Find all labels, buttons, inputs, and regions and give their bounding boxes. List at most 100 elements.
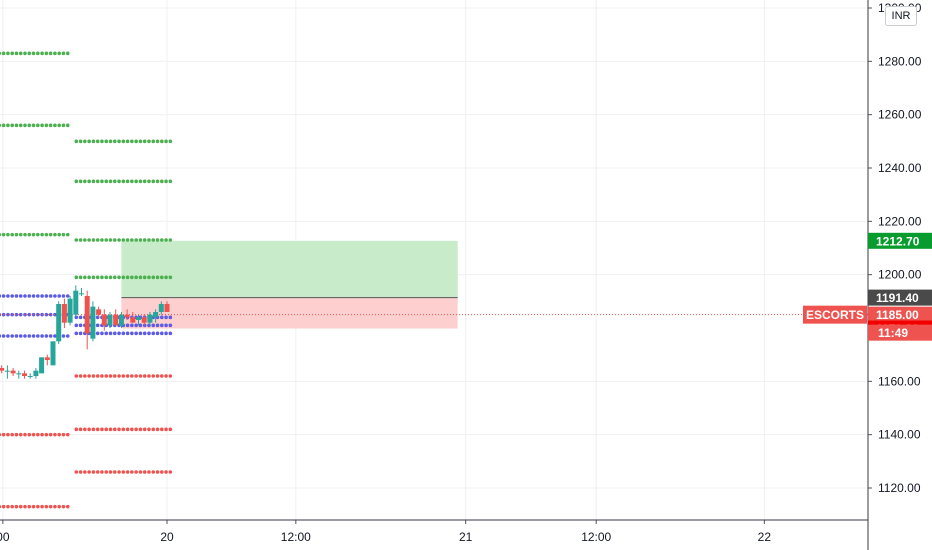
pivot-dot: [108, 427, 113, 432]
currency-button[interactable]: INR: [885, 6, 917, 26]
candle[interactable]: [96, 309, 102, 315]
pivot-dot: [18, 432, 23, 437]
candle[interactable]: [16, 373, 22, 375]
pivot-dot: [125, 470, 130, 474]
pivot-dot: [138, 179, 143, 184]
pivot-dot: [164, 275, 168, 280]
candle[interactable]: [4, 370, 10, 372]
pivot-dot: [48, 312, 53, 317]
pivot-dot: [0, 123, 2, 128]
candle[interactable]: [118, 314, 124, 326]
candle[interactable]: [84, 296, 90, 334]
candle[interactable]: [67, 298, 73, 323]
candle[interactable]: [22, 373, 27, 376]
pivot-dot: [18, 51, 23, 56]
pivot-dot: [74, 323, 79, 328]
pivot-dot: [78, 179, 83, 184]
y-tick-label: 1260.00: [878, 108, 922, 122]
candle[interactable]: [56, 304, 62, 342]
pivot-dot: [147, 331, 151, 336]
candle[interactable]: [90, 306, 96, 339]
pivot-dot: [14, 51, 19, 56]
pivot-dot: [10, 51, 14, 56]
symbol-tag: [803, 305, 867, 324]
stop-zone[interactable]: [121, 297, 458, 329]
pivot-dot: [95, 323, 100, 328]
candle[interactable]: [44, 357, 50, 360]
pivot-dot: [23, 51, 27, 56]
candle[interactable]: [164, 304, 170, 312]
candle[interactable]: [107, 314, 113, 326]
pivot-dot: [61, 334, 66, 338]
pivot-dot: [27, 432, 32, 437]
pivot-dot: [40, 432, 44, 437]
pivot-dot: [53, 504, 57, 509]
pivot-dot: [117, 238, 121, 242]
pivot-dot: [87, 179, 91, 184]
pivot-dot: [78, 374, 83, 378]
candle[interactable]: [79, 293, 84, 295]
pivot-dot: [147, 374, 151, 378]
pivot-dot: [100, 331, 104, 336]
pivot-dot: [87, 427, 91, 432]
pivot-dot: [14, 312, 19, 317]
pivot-dot: [164, 331, 168, 336]
candle[interactable]: [113, 314, 119, 326]
pivot-dot: [142, 139, 147, 144]
pivot-dot: [53, 334, 57, 338]
pivot-dot: [87, 470, 91, 474]
target-zone[interactable]: [121, 240, 458, 298]
candle[interactable]: [0, 368, 5, 371]
candle[interactable]: [124, 314, 130, 318]
pivot-dot: [53, 51, 57, 56]
pivot-dot: [0, 294, 2, 298]
pivot-dot: [1, 232, 6, 237]
pivot-dot: [104, 470, 109, 474]
candle[interactable]: [158, 304, 164, 312]
price-tag-label: 1185.00: [876, 308, 919, 322]
candle[interactable]: [61, 304, 67, 323]
candle[interactable]: [27, 376, 33, 377]
pivot-dot: [91, 238, 96, 242]
pivot-dot: [23, 504, 27, 509]
pivot-dot: [125, 427, 130, 432]
candle[interactable]: [50, 341, 56, 366]
x-tick-label: 00: [0, 530, 10, 544]
candle[interactable]: [141, 317, 147, 323]
price-axis[interactable]: 1300.001280.001260.001240.001220.001200.…: [867, 0, 922, 550]
pivot-dot: [74, 238, 79, 242]
candle[interactable]: [39, 357, 45, 374]
pivot-dot: [134, 374, 138, 378]
pivot-dot: [23, 334, 27, 338]
candle[interactable]: [147, 314, 153, 323]
pivot-dot: [31, 504, 36, 509]
pivot-dot: [164, 470, 168, 474]
candle[interactable]: [153, 312, 159, 318]
pivot-dot: [168, 470, 173, 474]
pivot-dot: [1, 334, 6, 338]
pivot-dot: [48, 432, 53, 437]
symbol-label: ESCORTS: [806, 308, 864, 322]
pivot-dot: [125, 331, 130, 336]
pivot-dot: [1, 51, 6, 56]
pivot-dot: [18, 123, 23, 128]
pivot-dot: [91, 179, 96, 184]
pivot-dot: [134, 238, 138, 242]
candle[interactable]: [130, 317, 136, 323]
candles[interactable]: [0, 285, 170, 379]
candle[interactable]: [101, 314, 107, 326]
time-axis[interactable]: 00 20 12:00 21 12:00 22: [0, 519, 868, 544]
pivot-dot: [147, 139, 151, 144]
pivot-dot: [134, 179, 138, 184]
pivot-dot: [87, 139, 91, 144]
pivot-dot: [117, 179, 121, 184]
candle[interactable]: [136, 317, 141, 320]
candle[interactable]: [10, 370, 16, 374]
pivot-dot: [151, 238, 156, 242]
pivot-dot: [48, 51, 53, 56]
pivot-dot: [31, 123, 36, 128]
candle[interactable]: [33, 370, 39, 376]
candle[interactable]: [73, 290, 79, 315]
pivot-dot: [164, 323, 168, 328]
